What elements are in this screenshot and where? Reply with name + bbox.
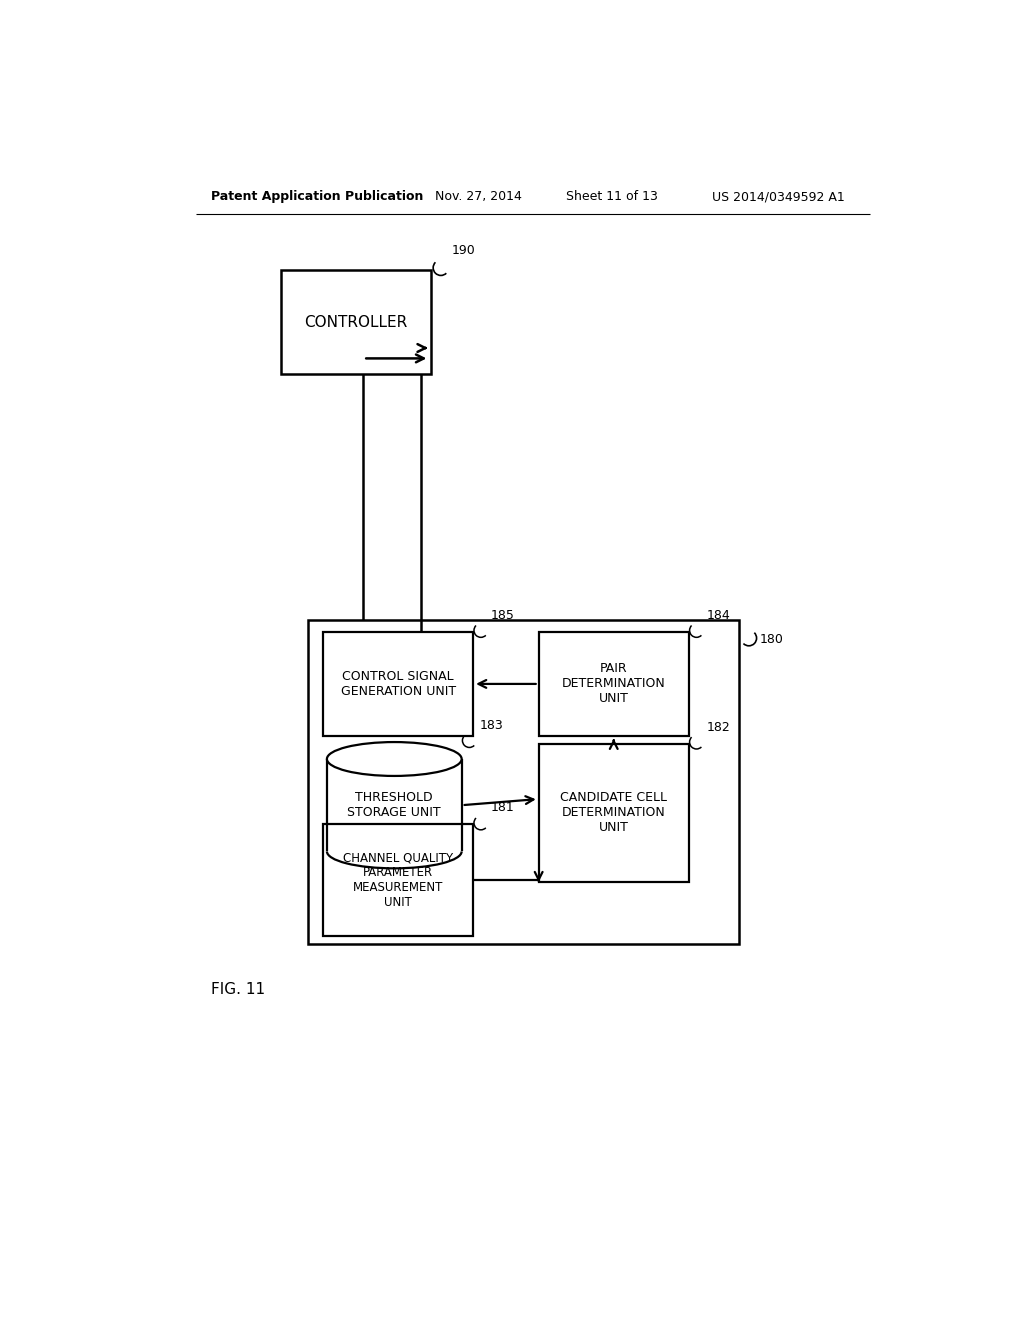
Text: 185: 185 [490,609,515,622]
Text: Nov. 27, 2014: Nov. 27, 2014 [435,190,521,203]
Text: FIG. 11: FIG. 11 [211,982,265,998]
Ellipse shape [327,742,462,776]
Text: CONTROL SIGNAL
GENERATION UNIT: CONTROL SIGNAL GENERATION UNIT [341,671,456,698]
Text: 182: 182 [707,721,730,734]
Bar [281,271,431,374]
Text: Patent Application Publication: Patent Application Publication [211,190,424,203]
Text: 184: 184 [707,609,730,622]
Bar [323,632,473,737]
Text: 190: 190 [452,244,475,257]
Text: Sheet 11 of 13: Sheet 11 of 13 [565,190,657,203]
Text: CONTROLLER: CONTROLLER [304,314,408,330]
Text: 180: 180 [760,634,783,647]
Text: 183: 183 [479,719,503,733]
Bar [539,632,689,737]
Text: CANDIDATE CELL
DETERMINATION
UNIT: CANDIDATE CELL DETERMINATION UNIT [560,792,668,834]
Bar [539,743,689,882]
Bar [323,825,473,936]
Bar [307,620,739,944]
Text: THRESHOLD
STORAGE UNIT: THRESHOLD STORAGE UNIT [347,791,441,820]
Text: US 2014/0349592 A1: US 2014/0349592 A1 [712,190,845,203]
Bar [327,759,462,851]
Text: 181: 181 [490,801,515,814]
Text: PAIR
DETERMINATION
UNIT: PAIR DETERMINATION UNIT [562,663,666,705]
Text: CHANNEL QUALITY
PARAMETER
MEASUREMENT
UNIT: CHANNEL QUALITY PARAMETER MEASUREMENT UN… [343,851,454,909]
